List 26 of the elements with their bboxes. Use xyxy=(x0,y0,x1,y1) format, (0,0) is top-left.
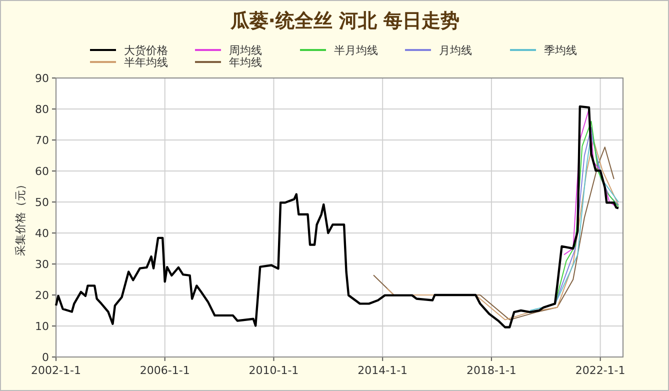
legend-label: 年均线 xyxy=(229,56,262,69)
legend-label: 大货价格 xyxy=(124,44,168,57)
y-tick-label: 90 xyxy=(35,72,49,85)
x-tick-label: 2014-1-1 xyxy=(358,364,408,377)
y-tick-label: 40 xyxy=(35,227,49,240)
y-tick-label: 60 xyxy=(35,165,49,178)
legend-label: 季均线 xyxy=(544,44,577,57)
x-tick-label: 2022-1-1 xyxy=(575,364,626,377)
line-series xyxy=(54,105,620,328)
y-tick-label: 80 xyxy=(35,103,49,116)
legend-label: 月均线 xyxy=(439,44,472,57)
legend-label: 周均线 xyxy=(229,44,262,57)
y-tick-label: 0 xyxy=(42,351,49,364)
y-tick-label: 20 xyxy=(35,289,49,302)
x-tick-label: 2002-1-1 xyxy=(31,364,81,377)
x-tick-label: 2018-1-1 xyxy=(466,364,516,377)
legend-label: 半年均线 xyxy=(124,56,168,69)
y-tick-label: 70 xyxy=(35,134,49,147)
y-tick-label: 10 xyxy=(35,320,49,333)
y-tick-label: 30 xyxy=(35,258,49,271)
legend-label: 半月均线 xyxy=(334,44,378,57)
x-tick-label: 2006-1-1 xyxy=(140,364,190,377)
y-tick-label: 50 xyxy=(35,196,49,209)
chart-title: 瓜蒌·统全丝 河北 每日走势 xyxy=(229,10,460,32)
x-tick-label: 2010-1-1 xyxy=(248,364,299,377)
y-axis-title: 采集价格（元） xyxy=(14,179,27,256)
